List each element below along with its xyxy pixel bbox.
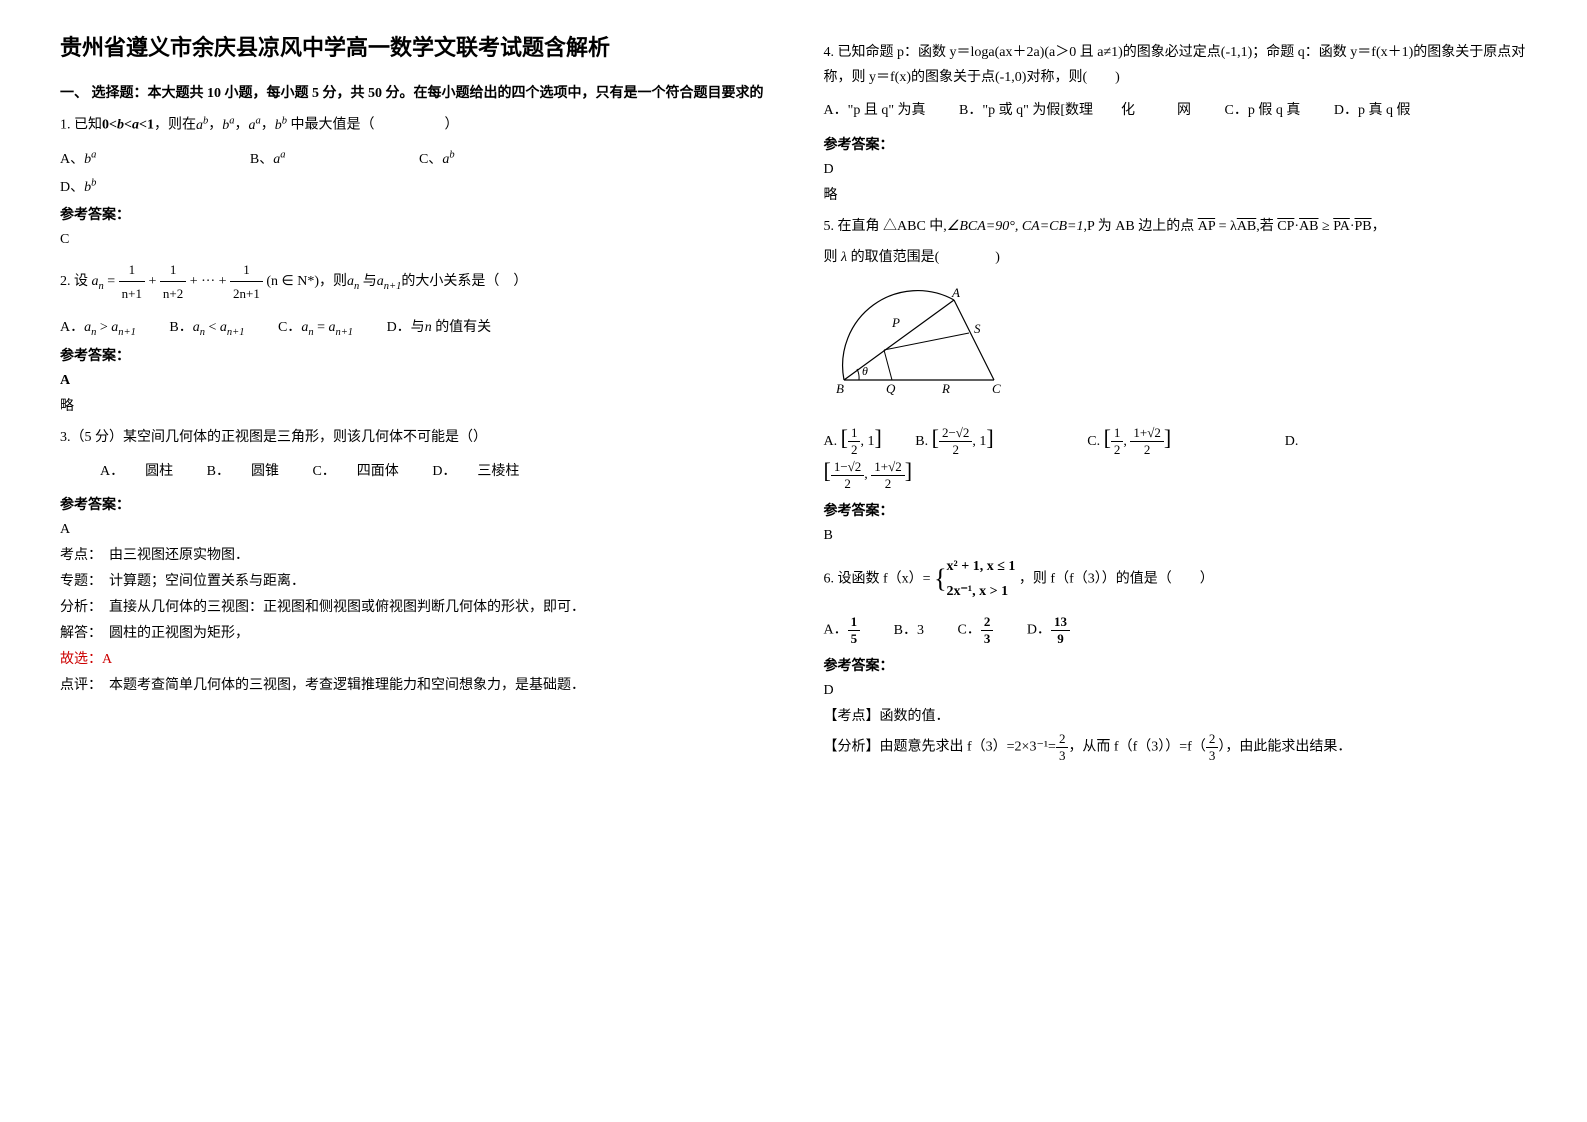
q5-answer-label: 参考答案： xyxy=(824,500,1528,520)
q4-optC: C．p 假 q 真 xyxy=(1224,98,1300,123)
svg-text:Q: Q xyxy=(886,381,896,396)
q2-options: A．an > an+1 B．an < an+1 C．an = an+1 D．与n… xyxy=(60,316,764,338)
q3-optC: C． 四面体 xyxy=(312,459,398,484)
question-4: 4. 已知命题 p：函数 y＝loga(ax＋2a)(a＞0 且 a≠1)的图象… xyxy=(824,40,1528,124)
q6-options: A．15 B．3 C．23 D．139 xyxy=(824,614,1528,647)
page-title: 贵州省遵义市余庆县凉风中学高一数学文联考试题含解析 xyxy=(60,30,764,62)
q1-optD-row: D、bb xyxy=(60,176,764,196)
q1-optB: B、aa xyxy=(250,148,286,168)
q5-optD-label: D. xyxy=(1285,434,1299,450)
q5-optB: B. [2−√22, 1] xyxy=(915,425,993,458)
q4-optB: B．"p 或 q" 为假[数理 化 网 xyxy=(959,98,1191,123)
q3-answer: A xyxy=(60,522,764,538)
question-6: 6. 设函数 f（x）= { x² + 1, x ≤ 1 2x⁻¹, x > 1… xyxy=(824,554,1528,604)
q1-options: A、ba B、aa C、ab xyxy=(60,148,764,168)
q4-optA: A．"p 且 q" 为真 xyxy=(824,98,926,123)
q1-stem-prefix: 1. 已知 xyxy=(60,118,102,133)
q6-p2: 【分析】由题意先求出 f（3）=2×3⁻¹=23，从而 f（f（3））=f（23… xyxy=(824,731,1528,764)
q5-diagram: A B C P S Q R θ xyxy=(824,285,1528,410)
q6-p1: 【考点】函数的值． xyxy=(824,705,1528,725)
q3-p1: 考点： 由三视图还原实物图． xyxy=(60,544,764,564)
q6-prefix: 6. 设函数 f（x）= xyxy=(824,571,931,586)
q6-optD: D．139 xyxy=(1027,614,1070,647)
right-column: 4. 已知命题 p：函数 y＝loga(ax＋2a)(a＞0 且 a≠1)的图象… xyxy=(824,30,1528,770)
q3-p5: 故选：A xyxy=(60,648,764,668)
q3-p3: 分析： 直接从几何体的三视图：正视图和侧视图或俯视图判断几何体的形状，即可． xyxy=(60,596,764,616)
q5-optD: [1−√22, 1+√22] xyxy=(824,458,913,491)
q3-p4: 解答： 圆柱的正视图为矩形， xyxy=(60,622,764,642)
q5-prefix: 5. 在直角 △ABC 中, xyxy=(824,219,947,234)
q1-cond: 0<b<a<1 xyxy=(102,118,154,133)
q2-prefix: 2. 设 xyxy=(60,274,88,289)
q1-optD: D、bb xyxy=(60,176,96,196)
q2-optB: B．an < an+1 xyxy=(169,316,244,338)
q5-optA: A. [12, 1] xyxy=(824,425,882,458)
q2-note: 略 xyxy=(60,395,764,415)
svg-text:S: S xyxy=(974,321,981,336)
q2-answer: A xyxy=(60,373,764,389)
q6-optA: A．15 xyxy=(824,614,861,647)
q6-optB: B．3 xyxy=(894,619,924,639)
section-header: 一、 选择题：本大题共 10 小题，每小题 5 分，共 50 分。在每小题给出的… xyxy=(60,82,764,102)
q6-answer: D xyxy=(824,683,1528,699)
q2-tail: (n ∈ N*) xyxy=(266,274,319,289)
q1-answer: C xyxy=(60,232,764,248)
question-2: 2. 设 an = 1n+1 + 1n+2 + ··· + 12n+1 (n ∈… xyxy=(60,258,764,306)
q3-answer-label: 参考答案： xyxy=(60,494,764,514)
svg-text:θ: θ xyxy=(862,364,868,378)
svg-text:B: B xyxy=(836,381,844,396)
q5-answer: B xyxy=(824,528,1528,544)
q1-answer-label: 参考答案： xyxy=(60,204,764,224)
svg-text:R: R xyxy=(941,381,950,396)
q1-stem-suffix: 中最大值是（ ） xyxy=(287,118,459,133)
q6-suffix: ，则 f（f（3））的值是（ ） xyxy=(1019,571,1214,586)
question-3: 3.（5 分）某空间几何体的正视图是三角形，则该几何体不可能是（） A． 圆柱 … xyxy=(60,425,764,483)
q2-answer-label: 参考答案： xyxy=(60,345,764,365)
question-5: 5. 在直角 △ABC 中,∠BCA=90°, CA=CB=1,P 为 AB 边… xyxy=(824,214,1528,270)
q6-optC: C．23 xyxy=(957,614,993,647)
q1-stem-mid: ，则在 xyxy=(154,118,196,133)
q4-answer-label: 参考答案： xyxy=(824,134,1528,154)
q3-optA: A． 圆柱 xyxy=(100,459,173,484)
q3-stem: 3.（5 分）某空间几何体的正视图是三角形，则该几何体不可能是（） xyxy=(60,425,764,450)
q2-optC: C．an = an+1 xyxy=(278,316,353,338)
q5-mid2: ,若 xyxy=(1256,219,1274,234)
q6-answer-label: 参考答案： xyxy=(824,655,1528,675)
q5-optC: C. [12, 1+√22] xyxy=(1087,425,1171,458)
q5-mid1: ,P 为 AB 边上的点 xyxy=(1084,219,1195,234)
question-1: 1. 已知0<b<a<1，则在ab，ba，aa，bb 中最大值是（ ） xyxy=(60,112,764,138)
q5-options: A. [12, 1] B. [2−√22, 1] C. [12, 1+√22] … xyxy=(824,425,1528,492)
svg-text:A: A xyxy=(951,285,960,300)
q4-answer: D xyxy=(824,162,1528,178)
svg-text:C: C xyxy=(992,381,1001,396)
q3-p6: 点评： 本题考查简单几何体的三视图，考查逻辑推理能力和空间想象力，是基础题． xyxy=(60,674,764,694)
q4-optD: D．p 真 q 假 xyxy=(1334,98,1411,123)
q3-optB: B． 圆锥 xyxy=(207,459,279,484)
q4-stem: 4. 已知命题 p：函数 y＝loga(ax＋2a)(a＞0 且 a≠1)的图象… xyxy=(824,40,1528,90)
svg-text:P: P xyxy=(891,315,900,330)
left-column: 贵州省遵义市余庆县凉风中学高一数学文联考试题含解析 一、 选择题：本大题共 10… xyxy=(60,30,764,770)
q3-p2: 专题： 计算题；空间位置关系与距离． xyxy=(60,570,764,590)
q4-note: 略 xyxy=(824,184,1528,204)
q1-optC: C、ab xyxy=(419,148,455,168)
q1-optA: A、ba xyxy=(60,148,96,168)
q2-optA: A．an > an+1 xyxy=(60,316,136,338)
q3-optD: D． 三棱柱 xyxy=(432,459,519,484)
q2-optD: D．与n 的值有关 xyxy=(387,316,492,336)
